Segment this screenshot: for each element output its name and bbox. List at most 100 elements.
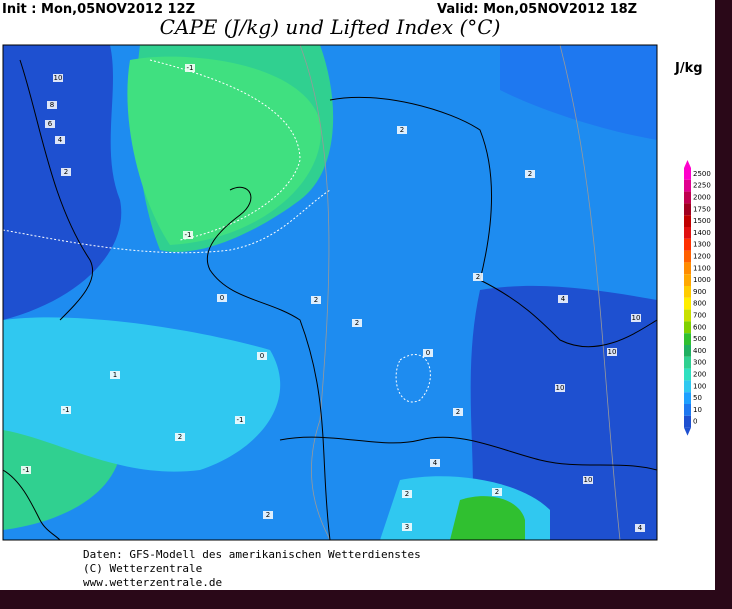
contour-label: 10 <box>54 74 63 82</box>
contour-label: -1 <box>237 416 244 424</box>
colorbar-swatch <box>684 345 691 357</box>
contour-label-bg <box>492 488 502 496</box>
colorbar-label: 700 <box>693 312 706 320</box>
contour-label-bg <box>183 231 193 239</box>
contour-label: 1 <box>113 371 117 379</box>
colorbar-label: 800 <box>693 300 706 308</box>
colorbar-label: 300 <box>693 359 706 367</box>
valid-time: Valid: Mon,05NOV2012 18Z <box>437 2 637 17</box>
contour-label-bg <box>61 406 71 414</box>
mid-region <box>500 45 657 140</box>
contour-label-bg <box>311 296 321 304</box>
colorbar-swatch <box>684 356 691 369</box>
contour-label-bg <box>352 319 362 327</box>
contour <box>395 354 431 403</box>
contour <box>149 59 301 241</box>
colorbar-label: 1300 <box>693 241 711 249</box>
green-region <box>450 496 525 540</box>
colorbar-label: 1000 <box>693 276 711 284</box>
contour-label: 2 <box>355 319 359 327</box>
colorbar-label: 1750 <box>693 205 711 213</box>
isoline <box>299 45 331 540</box>
contour-label: 2 <box>495 488 499 496</box>
contour-label: 2 <box>178 433 182 441</box>
colorbar-label: 1200 <box>693 253 711 261</box>
contour-label: 2 <box>400 126 404 134</box>
contour-label-bg <box>110 371 120 379</box>
contour-label-bg <box>430 459 440 467</box>
frame-bottom <box>0 590 732 609</box>
contour-label: 0 <box>426 349 430 357</box>
colorbar-swatch <box>684 191 691 204</box>
colorbar-tip <box>684 427 691 436</box>
colorbar-swatch <box>684 168 691 180</box>
footer-line: www.wetterzentrale.de <box>83 576 222 589</box>
contour-label-bg <box>55 136 65 144</box>
contour-label: 4 <box>638 524 643 532</box>
contour-label: -1 <box>23 466 30 474</box>
colorbar-swatch <box>684 274 691 286</box>
colorbar-tip <box>684 160 691 168</box>
border <box>329 96 657 348</box>
colorbar-label: 900 <box>693 288 706 296</box>
map-frame <box>2 44 658 541</box>
colorbar-swatch <box>684 286 691 298</box>
green-region <box>127 56 321 246</box>
contour-label-bg <box>217 294 227 302</box>
contour-label: 2 <box>405 490 409 498</box>
colorbar-label: 600 <box>693 323 706 331</box>
contour-label: 10 <box>632 314 641 322</box>
contour-label: 0 <box>260 352 264 360</box>
border <box>279 436 657 471</box>
map-title: CAPE (J/kg) und Lifted Index (°C) <box>160 15 501 39</box>
colorbar-swatch <box>684 238 691 251</box>
colorbar-label: 2500 <box>693 170 711 178</box>
frame-right <box>715 0 732 609</box>
colorbar-swatch <box>684 227 691 239</box>
contour-label-bg <box>473 273 483 281</box>
contour-label: 2 <box>476 273 480 281</box>
init-time: Init : Mon,05NOV2012 12Z <box>2 2 195 17</box>
colorbar-swatch <box>684 309 691 322</box>
contour-label: 6 <box>48 120 53 128</box>
colorbar-label: 2000 <box>693 194 711 202</box>
colorbar-label: 1100 <box>693 264 711 272</box>
colorbar-swatch <box>684 380 691 393</box>
colorbar-swatch <box>684 203 691 216</box>
colorbar-swatch <box>684 250 691 263</box>
legend-unit: J/kg <box>674 61 703 76</box>
colorbar-label: 400 <box>693 347 706 355</box>
contour-label-bg <box>397 126 407 134</box>
colorbar-label: 200 <box>693 371 706 379</box>
colorbar-label: 50 <box>693 394 702 402</box>
contour-label: -1 <box>63 406 70 414</box>
coastline <box>19 59 94 321</box>
contour-label-bg <box>555 384 565 392</box>
contour-label: 3 <box>405 523 409 531</box>
colorbar-swatch <box>684 415 691 428</box>
contour-label: 4 <box>561 295 566 303</box>
contour-label: 8 <box>50 101 54 109</box>
colorbar-swatch <box>684 215 691 227</box>
colorbar-swatch <box>684 321 691 334</box>
contour-label: 2 <box>64 168 68 176</box>
contour-label-bg <box>583 476 593 484</box>
colorbar-swatch <box>684 368 691 381</box>
colorbar-swatch <box>684 179 691 192</box>
contour-label-bg <box>402 490 412 498</box>
border <box>206 186 331 540</box>
coastline <box>3 469 61 540</box>
contour-label-bg <box>235 416 245 424</box>
contour-label-bg <box>423 349 433 357</box>
colorbar-label: 2250 <box>693 182 711 190</box>
contour-label-bg <box>61 168 71 176</box>
colorbar-label: 1400 <box>693 229 711 237</box>
contour-label: 2 <box>266 511 270 519</box>
colorbar-label: 10 <box>693 406 702 414</box>
contour-label: 10 <box>556 384 565 392</box>
contour <box>3 189 331 254</box>
isoline <box>559 45 621 540</box>
contour-label-bg <box>53 74 63 82</box>
contour-label-bg <box>402 523 412 531</box>
